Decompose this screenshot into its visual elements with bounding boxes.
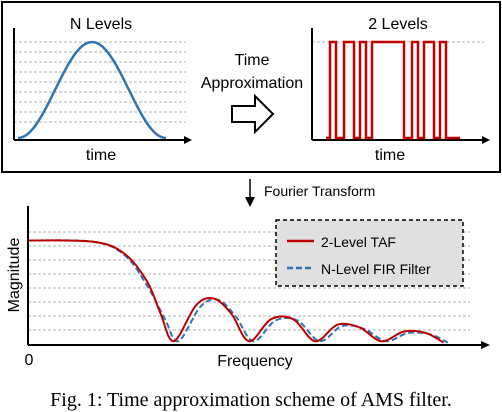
right-waveform-panel: 2 Levels time <box>311 16 490 164</box>
time-approximation-arrow-group: Time Approximation <box>201 52 303 135</box>
left-title: N Levels <box>70 16 132 33</box>
right-title: 2 Levels <box>368 16 428 33</box>
down-arrow-icon <box>245 197 255 207</box>
right-arrow-icon <box>231 93 275 135</box>
x-origin-label: 0 <box>25 352 34 369</box>
right-x-axis-arrowhead <box>482 136 490 144</box>
two-level-waveform <box>326 40 460 140</box>
horizontal-gridlines <box>28 231 470 331</box>
figure-caption: Fig. 1: Time approximation scheme of AMS… <box>50 389 452 411</box>
chart-legend: 2-Level TAF N-Level FIR Filter <box>275 219 464 287</box>
left-x-axis-arrowhead <box>184 136 192 144</box>
legend-label-n-level-fir: N-Level FIR Filter <box>321 261 431 277</box>
n-level-waveform <box>17 40 167 140</box>
legend-box <box>275 219 464 287</box>
x-axis-label: Frequency <box>217 353 293 370</box>
y-axis-label: Magnitude <box>6 238 23 313</box>
series-line-2-level-taf <box>28 239 444 344</box>
spectrum-chart: 0 Frequency Magnitude 2-Level TAF N-Leve… <box>6 206 490 370</box>
arrow-label-line1: Time <box>235 52 270 69</box>
x-axis-arrowhead <box>481 341 490 349</box>
level-gridlines <box>14 41 186 123</box>
fourier-transform-label: Fourier Transform <box>264 183 375 199</box>
right-xlabel: time <box>375 147 405 164</box>
left-waveform-panel: N Levels time <box>13 16 192 164</box>
arrow-label-line2: Approximation <box>201 75 303 92</box>
fourier-transform-indicator: Fourier Transform <box>245 179 375 207</box>
legend-label-2-level-taf: 2-Level TAF <box>321 234 396 250</box>
left-xlabel: time <box>86 147 116 164</box>
